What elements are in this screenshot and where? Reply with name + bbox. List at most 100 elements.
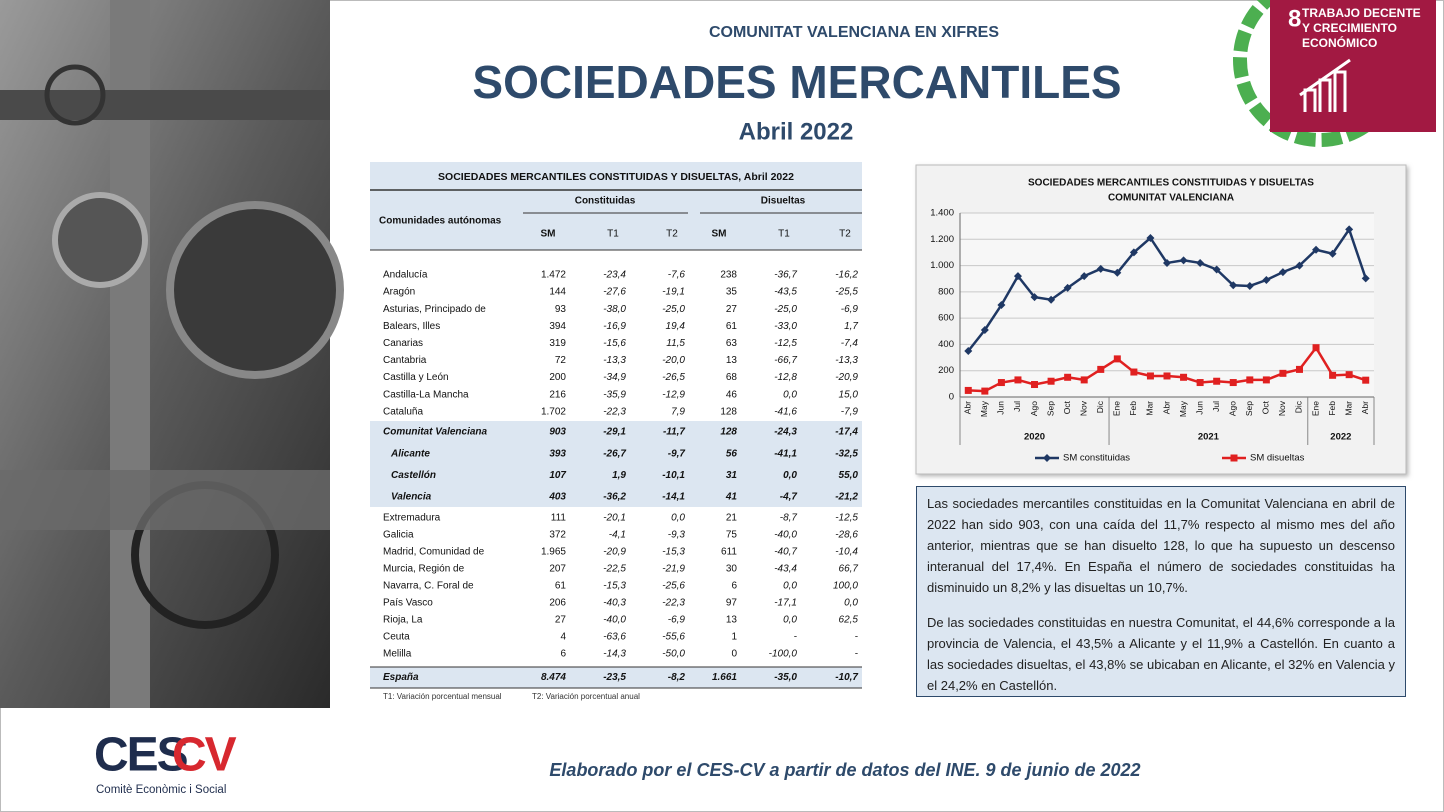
marker — [1295, 261, 1304, 270]
y-tick-label: 600 — [938, 313, 954, 324]
x-tick-label: May — [1178, 400, 1188, 417]
y-tick-label: 800 — [938, 286, 954, 297]
cell: 66,7 — [839, 564, 859, 575]
text-box-body: Las sociedades mercantiles constituidas … — [916, 486, 1406, 697]
row-label: Navarra, C. Foral de — [383, 581, 474, 592]
marker — [1312, 344, 1320, 352]
row-label: País Vasco — [383, 598, 433, 609]
cell: 1.472 — [541, 270, 566, 281]
row-label: Cataluña — [383, 406, 423, 417]
cell: 0,0 — [783, 470, 797, 481]
marker — [1328, 249, 1337, 258]
cell: -8,7 — [780, 513, 798, 524]
x-tick-label: Feb — [1128, 401, 1138, 416]
cell: 403 — [548, 492, 566, 503]
x-tick-label: Ene — [1112, 401, 1122, 416]
logo-part: CES — [94, 729, 188, 782]
cell: -36,2 — [603, 492, 626, 503]
cell: -36,7 — [774, 270, 797, 281]
cell: -40,0 — [774, 530, 797, 541]
cell: 1.965 — [541, 547, 566, 558]
marker — [981, 387, 989, 395]
cell: 1,9 — [612, 470, 626, 481]
cell: -16,9 — [603, 321, 626, 332]
cell: 100,0 — [833, 581, 858, 592]
column-header: T2 — [666, 229, 678, 240]
sdg-line: TRABAJO DECENTE — [1302, 6, 1421, 20]
x-tick-label: Dic — [1095, 400, 1105, 413]
marker — [1345, 225, 1354, 234]
marker — [1163, 258, 1171, 267]
cell: -35,0 — [774, 672, 797, 683]
note: T1: Variación porcentual mensual — [383, 692, 502, 701]
row-label: Rioja, La — [383, 615, 423, 626]
logo-subtitle: Comitè Econòmic i Social — [96, 784, 226, 796]
plot-area — [960, 213, 1374, 397]
marker — [1097, 365, 1105, 373]
cell: 93 — [555, 304, 567, 315]
cell: -6,9 — [668, 615, 686, 626]
marker — [1179, 256, 1188, 265]
cell: 111 — [551, 513, 567, 524]
marker — [1361, 274, 1370, 283]
marker — [1113, 355, 1121, 363]
marker — [1113, 268, 1122, 277]
x-tick-label: Mar — [1145, 401, 1155, 416]
row-label: Canarias — [383, 338, 423, 349]
marker — [1329, 371, 1337, 379]
marker — [1013, 272, 1022, 281]
cell: -4,1 — [609, 530, 626, 541]
cell: 1.661 — [712, 672, 737, 683]
cell: -29,1 — [603, 427, 626, 438]
marker — [1212, 265, 1221, 274]
cell: 19,4 — [666, 321, 686, 332]
cell: -26,7 — [603, 448, 626, 459]
marker — [964, 347, 973, 355]
cell: 61 — [726, 321, 738, 332]
sdg-line: Y CRECIMIENTO — [1302, 21, 1397, 35]
footer: Elaborado por el CES-CV a partir de dato… — [549, 760, 1140, 780]
cell: -33,0 — [774, 321, 797, 332]
kicker: COMUNITAT VALENCIANA EN XIFRES — [709, 24, 999, 41]
cell: -13,3 — [603, 355, 626, 366]
cell: -40,0 — [603, 615, 626, 626]
cell: -38,0 — [603, 304, 626, 315]
cell: 0,0 — [671, 513, 685, 524]
cell: -7,4 — [841, 338, 859, 349]
cell: -9,3 — [668, 530, 686, 541]
chart-title: COMUNITAT VALENCIANA — [1108, 193, 1234, 204]
x-tick-label: Mar — [1343, 401, 1353, 416]
row-label: España — [383, 672, 419, 683]
y-tick-label: 0 — [949, 392, 954, 403]
cell: -22,3 — [662, 598, 685, 609]
marker — [1262, 276, 1271, 285]
marker — [964, 386, 972, 394]
cell: 200 — [549, 372, 566, 383]
cell: 8.474 — [541, 672, 566, 683]
x-tick-label: Ago — [1227, 401, 1237, 416]
cell: - — [855, 632, 859, 643]
x-tick-label: Feb — [1327, 401, 1337, 416]
cell: 27 — [726, 304, 738, 315]
chart-title: SOCIEDADES MERCANTILES CONSTITUIDAS Y DI… — [1028, 178, 1314, 189]
cell: -34,9 — [603, 372, 626, 383]
cell: 62,5 — [839, 615, 859, 626]
row-label: Ceuta — [383, 632, 410, 643]
x-tick-label: Abr — [1161, 401, 1171, 414]
cell: 6 — [560, 649, 566, 660]
cell: 207 — [549, 564, 566, 575]
marker — [1130, 368, 1138, 376]
cell: -40,3 — [603, 598, 626, 609]
cell: 61 — [555, 581, 567, 592]
cell: -15,3 — [603, 581, 626, 592]
cell: 72 — [555, 355, 567, 366]
cell: 35 — [726, 287, 738, 298]
cell: 55,0 — [839, 470, 859, 481]
cell: -41,1 — [774, 448, 797, 459]
logo-part: CV — [172, 729, 237, 782]
cell: -6,9 — [841, 304, 859, 315]
cell: -15,3 — [662, 547, 685, 558]
x-tick-label: Abr — [1360, 401, 1370, 414]
marker — [1080, 272, 1089, 281]
legend-label: SM constituidas — [1063, 453, 1130, 464]
